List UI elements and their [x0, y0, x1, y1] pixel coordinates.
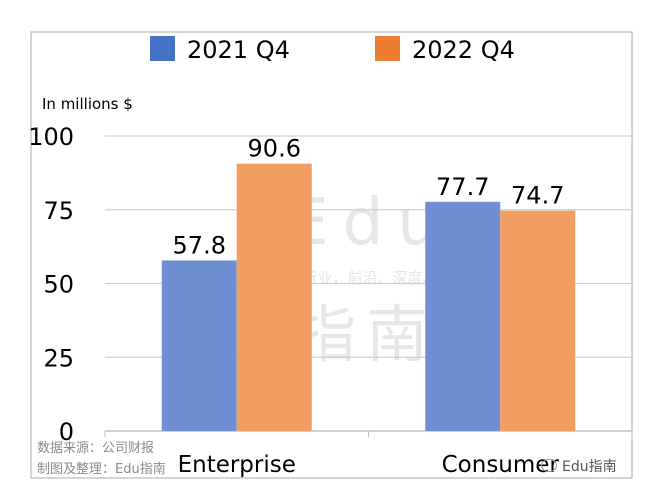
legend-label: 2021 Q4: [187, 36, 290, 64]
data-label: 74.7: [511, 182, 564, 210]
x-tick-label: Consumer: [442, 452, 560, 478]
watermark: Edu 教育行业，前沿、深度、独家 指南: [272, 186, 467, 371]
y-tick-label: 25: [43, 344, 74, 372]
watermark-line2: 教育行业，前沿、深度、独家: [272, 269, 467, 287]
legend-label: 2022 Q4: [412, 36, 515, 64]
wechat-icon: [541, 459, 557, 472]
x-tick-label: Enterprise: [178, 452, 296, 478]
legend-swatch: [375, 36, 400, 61]
y-axis-title: In millions $: [42, 95, 133, 113]
bar: [236, 163, 312, 432]
y-tick-label: 100: [28, 123, 74, 151]
credit-label: Edu指南: [562, 459, 617, 475]
y-tick-label: 50: [43, 271, 74, 299]
data-label: 77.7: [436, 173, 489, 201]
author-note: 制图及整理：Edu指南: [37, 462, 166, 477]
source-note: 数据来源：公司财报: [37, 441, 155, 456]
y-tick-label: 75: [43, 197, 74, 225]
credit-badge: Edu指南: [541, 456, 617, 476]
x-tick-labels: Enterprise Consumer: [178, 452, 560, 478]
bar: [161, 260, 237, 431]
data-labels: 57.8 90.6 77.7 74.7: [173, 135, 565, 260]
data-label: 57.8: [173, 231, 226, 259]
data-label: 90.6: [248, 135, 301, 163]
bars: [161, 163, 576, 432]
watermark-line1: Edu: [288, 186, 452, 260]
bar: [500, 210, 576, 431]
legend-swatch: [150, 36, 175, 61]
y-tick-labels: 0 25 50 75 100: [28, 123, 74, 446]
watermark-line3: 指南: [294, 298, 438, 371]
y-tick-label: 0: [59, 418, 74, 446]
bar: [425, 201, 501, 431]
legend: 2021 Q4 2022 Q4: [150, 36, 515, 64]
